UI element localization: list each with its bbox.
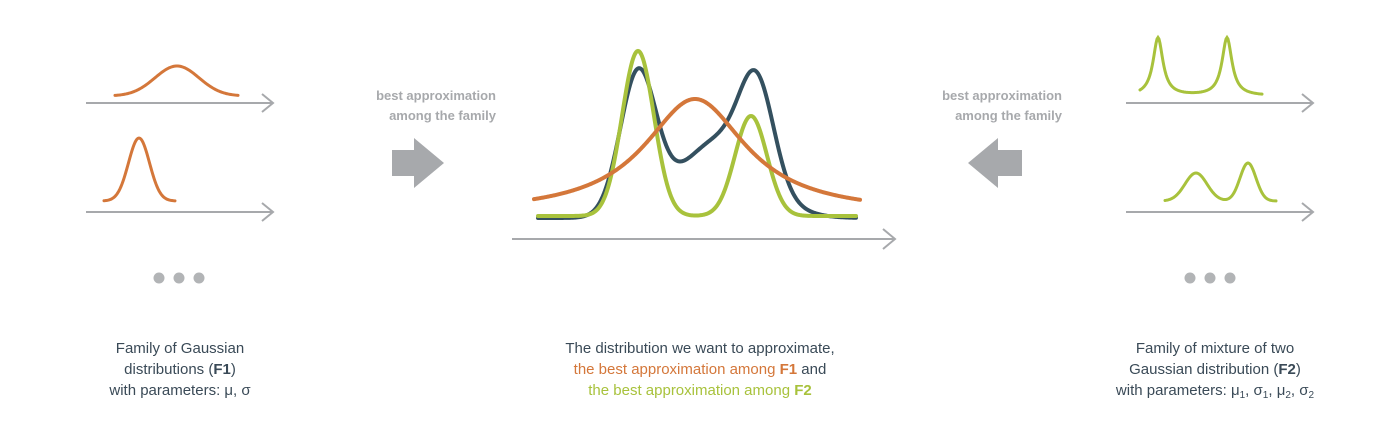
best-approximation-label-left: best approximation among the family — [296, 86, 496, 126]
left-axis-bottom — [86, 202, 275, 222]
param-symbol: μ — [1230, 382, 1240, 399]
fat-arrow-right — [392, 138, 444, 188]
f1-best-approximation-curve — [532, 96, 862, 202]
f1-tag: F1 — [779, 361, 798, 378]
f2-family-caption: Family of mixture of two Gaussian distri… — [1075, 338, 1355, 401]
label-line-2: among the family — [955, 108, 1062, 123]
f2-tag: F2 — [1278, 361, 1296, 378]
param-subscript: 1 — [1262, 390, 1269, 401]
caption-text: the best approximation among — [573, 361, 780, 378]
param-subscript: 2 — [1308, 390, 1315, 401]
caption-line-2: distributions (F1) — [60, 359, 300, 380]
param-subscript: 1 — [1239, 390, 1246, 401]
f2-tag: F2 — [794, 382, 812, 399]
label-line-1: best approximation — [942, 88, 1062, 103]
f2-mixture-peaked-curve — [1138, 34, 1264, 96]
f1-family-caption: Family of Gaussian distributions (F1) wi… — [60, 338, 300, 401]
caption-line-2: Gaussian distribution (F2) — [1075, 359, 1355, 380]
param-subscript: 2 — [1285, 390, 1291, 401]
caption-line-1: The distribution we want to approximate, — [565, 340, 835, 357]
caption-line-2-orange: the best approximation among F1 and — [480, 359, 920, 380]
param-symbol: σ — [1299, 382, 1309, 399]
f2-best-approximation-curve — [536, 48, 858, 218]
right-axis-top — [1126, 93, 1315, 113]
label-line-1: best approximation — [376, 88, 496, 103]
f2-mixture-soft-curve — [1163, 161, 1278, 203]
caption-text: ) — [230, 361, 236, 378]
f1-gaussian-narrow-curve — [102, 136, 177, 203]
center-axis — [512, 228, 897, 250]
more-dots-icon-left — [153, 272, 205, 284]
f1-tag: F1 — [213, 361, 231, 378]
target-distribution-caption: The distribution we want to approximate,… — [480, 338, 920, 401]
target-distribution-curve — [536, 66, 858, 220]
caption-text: the best approximation among — [588, 382, 795, 399]
more-dots-icon-right — [1184, 272, 1236, 284]
caption-line-3: with parameters: μ1, σ1, μ2, σ2 — [1115, 382, 1315, 401]
right-axis-bottom — [1126, 202, 1315, 222]
best-approximation-label-right: best approximation among the family — [862, 86, 1062, 126]
param-symbol: σ — [1253, 382, 1263, 399]
param-symbol: μ — [1276, 382, 1286, 399]
f1-gaussian-wide-curve — [113, 64, 240, 97]
caption-text: and — [797, 361, 827, 378]
fat-arrow-left — [968, 138, 1022, 188]
caption-text: Gaussian distribution ( — [1129, 361, 1279, 378]
caption-text: with parameters: — [1115, 382, 1231, 399]
caption-text: distributions ( — [124, 361, 214, 378]
caption-line-3-green: the best approximation among F2 — [480, 380, 920, 401]
label-line-2: among the family — [389, 108, 496, 123]
caption-text: ) — [1295, 361, 1301, 378]
caption-line-3: with parameters: μ, σ — [109, 382, 251, 399]
left-axis-top — [86, 93, 275, 113]
caption-line-1: Family of Gaussian — [115, 340, 245, 357]
caption-line-1: Family of mixture of two — [1135, 340, 1295, 357]
